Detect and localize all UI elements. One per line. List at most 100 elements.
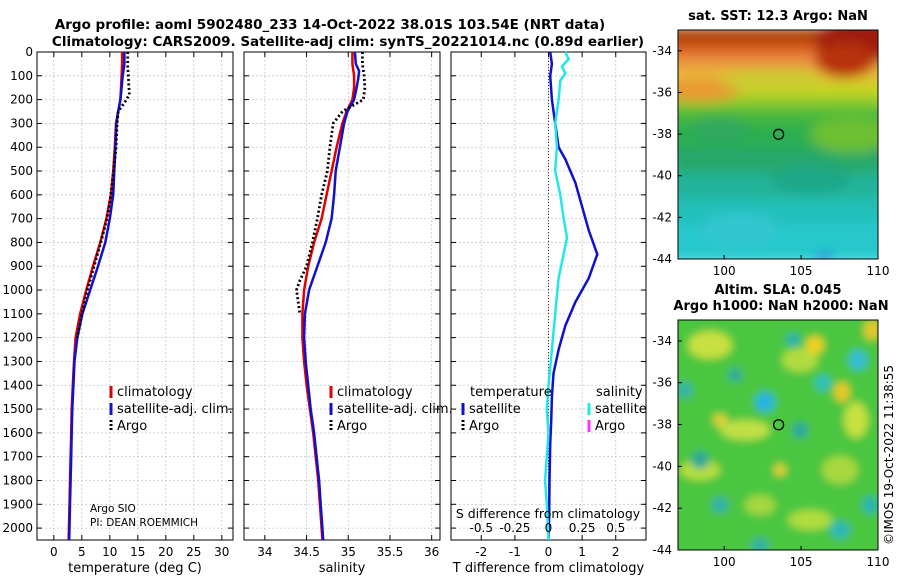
- y-tick-label: 1400: [2, 378, 33, 392]
- map-title: Altim. SLA: 0.045: [715, 283, 842, 298]
- y-tick-label: -38: [652, 418, 672, 432]
- x-tick-label: 30: [214, 545, 229, 559]
- y-tick-label: 300: [10, 116, 33, 130]
- s-tick-label: 0: [545, 521, 553, 535]
- y-tick-label: -42: [652, 501, 672, 515]
- x-tick-label: 20: [158, 545, 173, 559]
- x-axis-label: salinity: [319, 561, 366, 576]
- sst-map: sat. SST: 12.3 Argo: NaN 100 105 110 -34 -36 -…: [652, 9, 890, 278]
- y-tick-label: 900: [10, 259, 33, 273]
- y-tick-label: 1700: [2, 450, 33, 464]
- difference-profile-plot: -2 -1 0 1 2 T difference from climatology -0.5…: [450, 51, 647, 576]
- s-tick-label: -0.5: [470, 521, 493, 535]
- y-tick-label: 100: [10, 69, 33, 83]
- temperature-satellite-line: [547, 51, 599, 541]
- y-tick-label: 1800: [2, 473, 33, 487]
- temperature-profile-plot: 0 5 10 15 20 25 300100200300400500600700800900…: [2, 45, 234, 576]
- y-tick-label: 200: [10, 93, 33, 107]
- argo-location-marker: [772, 419, 785, 431]
- y-tick-label: 800: [10, 235, 33, 249]
- argo-center-label: Argo SIO: [90, 503, 136, 515]
- y-tick-label: -44: [652, 543, 672, 557]
- x-tick-label: 36: [424, 545, 439, 559]
- map-title: Argo h1000: NaN h2000: NaN: [673, 299, 888, 314]
- legend-entry: satellite-adj. clim.: [337, 402, 453, 417]
- s-tick-label: 0.5: [606, 521, 625, 535]
- x-tick-label: 110: [867, 555, 890, 569]
- legend-entry: satellite: [595, 402, 647, 417]
- x-tick-label: 100: [713, 555, 736, 569]
- argo-location-marker: [772, 128, 785, 140]
- plot-frame: [36, 51, 234, 541]
- y-tick-label: 400: [10, 140, 33, 154]
- map-title: sat. SST: 12.3 Argo: NaN: [688, 9, 868, 24]
- x-tick-label: -1: [509, 545, 521, 559]
- x-tick-label: 34: [257, 545, 272, 559]
- y-tick-label: 1100: [2, 307, 33, 321]
- y-tick-label: 1900: [2, 497, 33, 511]
- legend-entry: climatology: [117, 385, 193, 400]
- s-axis-label: S difference from climatology: [456, 506, 641, 521]
- x-tick-label: 34.5: [293, 545, 320, 559]
- x-tick-label: 105: [790, 264, 813, 278]
- title-line-1: Argo profile: aoml 5902480_233 14-Oct-20…: [55, 17, 605, 33]
- y-tick-label: 1300: [2, 354, 33, 368]
- x-tick-label: 15: [130, 545, 145, 559]
- x-tick-label: 25: [186, 545, 201, 559]
- legend-entry: satellite-adj. clim.: [117, 402, 233, 417]
- plot-frame: [243, 51, 441, 541]
- y-tick-label: 1000: [2, 283, 33, 297]
- x-tick-label: 1: [578, 545, 586, 559]
- legend-header-salinity: salinity: [596, 385, 643, 400]
- x-tick-label: 105: [790, 555, 813, 569]
- satellite-adj-clim--line: [302, 51, 361, 541]
- satellite-adj-clim--line: [67, 52, 126, 541]
- y-tick-label: -36: [652, 376, 672, 390]
- legend-entry: Argo: [117, 419, 147, 434]
- y-tick-label: -36: [652, 85, 672, 99]
- sla-field: [678, 320, 878, 550]
- y-tick-label: 1500: [2, 402, 33, 416]
- y-tick-label: -38: [652, 127, 672, 141]
- argo-line: [295, 52, 367, 315]
- y-tick-label: 1600: [2, 426, 33, 440]
- pi-label: PI: DEAN ROEMMICH: [90, 517, 198, 529]
- sst-field: [678, 30, 878, 259]
- y-tick-label: -34: [652, 334, 672, 348]
- x-tick-label: 35.5: [377, 545, 404, 559]
- y-tick-label: 700: [10, 212, 33, 226]
- x-tick-label: 2: [612, 545, 620, 559]
- legend-entry: climatology: [337, 385, 413, 400]
- x-tick-label: 100: [713, 264, 736, 278]
- legend-entry: satellite: [469, 402, 521, 417]
- x-tick-label: 0: [545, 545, 553, 559]
- y-tick-label: -44: [652, 252, 672, 266]
- x-tick-label: 10: [102, 545, 117, 559]
- salinity-satellite-line: [543, 51, 570, 541]
- climatology-line: [301, 52, 356, 541]
- map-frame: [677, 319, 879, 551]
- salinity-profile-plot: 34 34.5 35 35.5 36 salinity climatology satelli…: [243, 51, 453, 576]
- x-tick-label: 35: [341, 545, 356, 559]
- x-axis-label: temperature (deg C): [68, 561, 202, 576]
- map-frame: [677, 29, 879, 260]
- y-tick-label: -40: [652, 169, 672, 183]
- x-axis-label: T difference from climatology: [452, 561, 645, 576]
- y-tick-label: 600: [10, 188, 33, 202]
- y-tick-label: -42: [652, 210, 672, 224]
- climatology-line: [67, 52, 124, 541]
- y-tick-label: 0: [25, 45, 33, 59]
- x-tick-label: 110: [867, 264, 890, 278]
- title-line-2: Climatology: CARS2009. Satellite-adj cli…: [52, 34, 644, 50]
- x-tick-label: 0: [50, 545, 58, 559]
- legend-header-temperature: temperature: [470, 385, 552, 400]
- x-tick-label: -2: [475, 545, 487, 559]
- legend-entry: Argo: [337, 419, 367, 434]
- y-tick-label: 1200: [2, 331, 33, 345]
- legend-entry: Argo: [595, 419, 625, 434]
- y-tick-label: -40: [652, 459, 672, 473]
- y-tick-label: -34: [652, 44, 672, 58]
- s-tick-label: -0.25: [499, 521, 530, 535]
- x-tick-label: 5: [78, 545, 86, 559]
